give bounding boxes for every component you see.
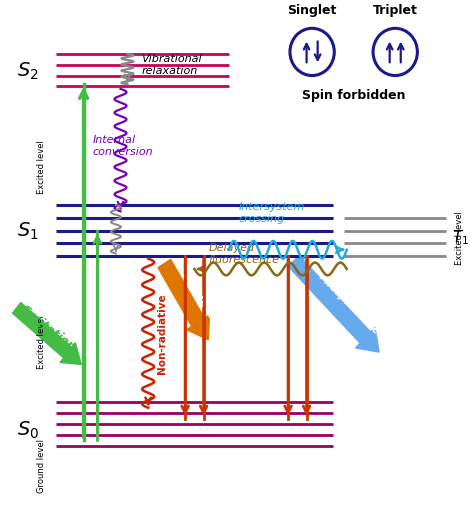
Text: Singlet: Singlet bbox=[287, 4, 337, 17]
FancyArrow shape bbox=[12, 303, 81, 365]
Text: Fluorescence: Fluorescence bbox=[181, 271, 233, 346]
Text: Spin forbidden: Spin forbidden bbox=[302, 89, 405, 102]
Text: Phosphorescence: Phosphorescence bbox=[317, 271, 396, 350]
Text: Excited level: Excited level bbox=[36, 315, 46, 368]
Text: Excited level: Excited level bbox=[36, 140, 46, 194]
Text: Intersystem
crossing: Intersystem crossing bbox=[238, 201, 305, 223]
FancyArrow shape bbox=[158, 260, 210, 340]
Text: Ground level: Ground level bbox=[36, 438, 46, 492]
Circle shape bbox=[373, 29, 418, 76]
Text: Internal
conversion: Internal conversion bbox=[93, 135, 154, 157]
Text: Excited level: Excited level bbox=[456, 211, 465, 265]
Text: $T_1$: $T_1$ bbox=[452, 228, 469, 247]
Text: $S_1$: $S_1$ bbox=[17, 221, 39, 242]
Text: Excitation: Excitation bbox=[18, 302, 78, 354]
Text: $S_2$: $S_2$ bbox=[18, 61, 39, 82]
FancyArrow shape bbox=[288, 256, 379, 352]
Text: Delayed
fluorescence: Delayed fluorescence bbox=[208, 243, 279, 265]
Text: Vibrational
relaxation: Vibrational relaxation bbox=[141, 54, 202, 76]
Text: Triplet: Triplet bbox=[373, 4, 418, 17]
Text: $S_0$: $S_0$ bbox=[17, 419, 39, 440]
Circle shape bbox=[290, 29, 334, 76]
Text: Non-radiative: Non-radiative bbox=[156, 293, 166, 374]
